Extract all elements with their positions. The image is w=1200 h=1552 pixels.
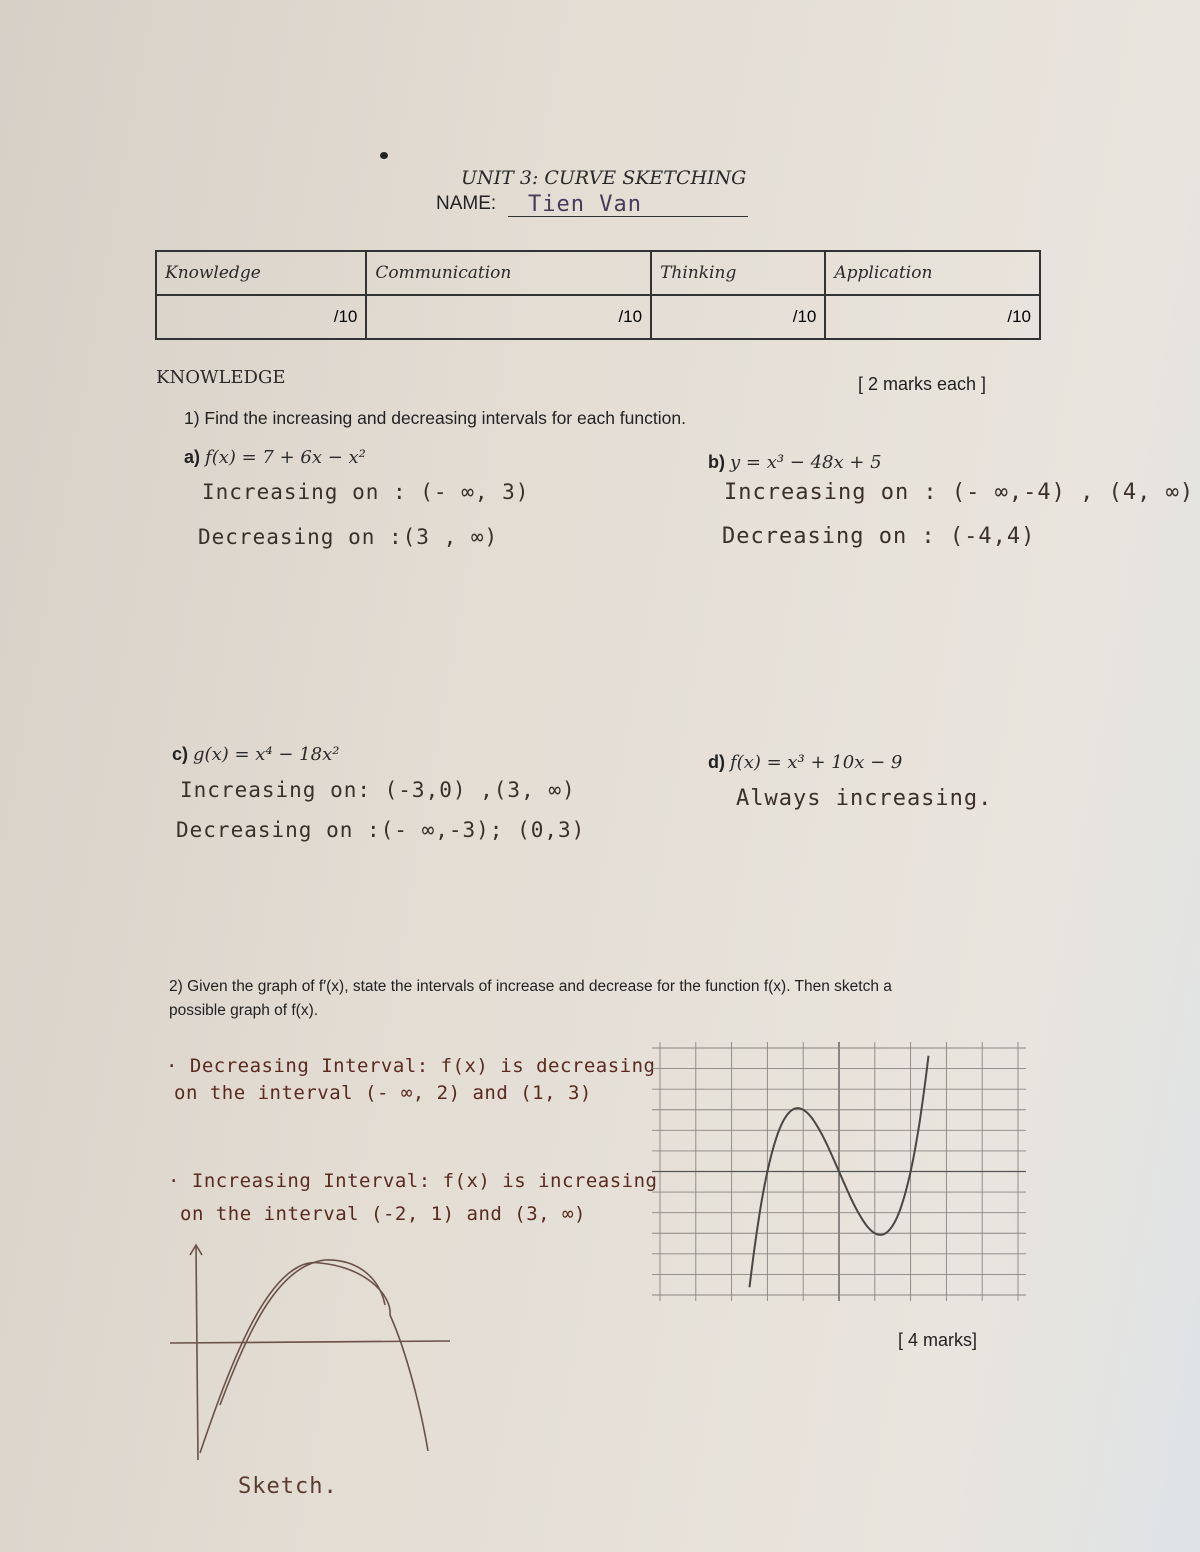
increasing-interval-line2: on the interval (-2, 1) and (3, ∞) [180, 1203, 586, 1225]
sketch-label: Sketch. [238, 1474, 338, 1499]
part-d-function: d) f(x) = x³ + 10x − 9 [708, 752, 902, 773]
rubric-application: Application [824, 250, 1041, 296]
part-label: d) [708, 752, 725, 772]
score-application: /10 [824, 294, 1041, 340]
function-text: f(x) = 7 + 6x − x² [205, 447, 366, 468]
part-b-decreasing: Decreasing on : (-4,4) [722, 524, 1036, 549]
part-d-answer: Always increasing. [736, 786, 993, 811]
part-label: c) [172, 744, 189, 764]
rubric-communication: Communication [365, 250, 653, 296]
ink-dot [380, 152, 388, 159]
marks-note: [ 2 marks each ] [858, 374, 987, 394]
question-1: 1) Find the increasing and decreasing in… [184, 408, 686, 428]
part-c-increasing: Increasing on: (-3,0) ,(3, ∞) [180, 778, 576, 802]
rubric-table: Knowledge Communication Thinking Applica… [154, 250, 1041, 340]
score-communication: /10 [365, 294, 653, 340]
score-knowledge: /10 [154, 294, 368, 340]
function-text: f(x) = x³ + 10x − 9 [730, 752, 903, 773]
part-b-increasing: Increasing on : (- ∞,-4) , (4, ∞) [724, 480, 1195, 505]
derivative-graph [652, 1042, 1026, 1301]
score-thinking: /10 [650, 294, 827, 340]
part-label: a) [184, 447, 201, 467]
increasing-interval-line1: · Increasing Interval: f(x) is increasin… [168, 1170, 658, 1192]
function-text: g(x) = x⁴ − 18x² [193, 744, 340, 765]
decreasing-interval-line1: · Decreasing Interval: f(x) is decreasin… [166, 1055, 656, 1077]
question-2-line1: 2) Given the graph of f′(x), state the i… [169, 978, 892, 995]
name-underline [508, 216, 748, 217]
decreasing-interval-line2: on the interval (- ∞, 2) and (1, 3) [174, 1082, 592, 1104]
rubric-thinking: Thinking [650, 250, 827, 296]
part-c-function: c) g(x) = x⁴ − 18x² [172, 744, 339, 765]
sketch-y-axis [195, 1246, 199, 1461]
sketch-curve-retrace [219, 1259, 386, 1406]
function-text: y = x³ − 48x + 5 [730, 452, 882, 473]
student-sketch [169, 1243, 451, 1461]
rubric-knowledge: Knowledge [154, 250, 368, 296]
sketch-arrow-icon [189, 1243, 203, 1256]
part-a-increasing: Increasing on : (- ∞, 3) [202, 480, 530, 504]
student-name: Tien Van [528, 192, 642, 217]
section-heading: KNOWLEDGE [156, 367, 286, 388]
part-label: b) [708, 452, 725, 472]
derivative-curve [748, 1055, 930, 1288]
name-label: NAME: [436, 193, 497, 214]
part-a-decreasing: Decreasing on :(3 , ∞) [198, 525, 499, 549]
sketch-x-axis [169, 1340, 451, 1344]
part-b-function: b) y = x³ − 48x + 5 [708, 452, 882, 473]
page-title: UNIT 3: CURVE SKETCHING [461, 167, 747, 189]
q2-marks: [ 4 marks] [898, 1330, 978, 1350]
part-c-decreasing: Decreasing on :(- ∞,-3); (0,3) [176, 818, 586, 842]
sketch-curve [199, 1261, 429, 1454]
part-a-function: a) f(x) = 7 + 6x − x² [184, 447, 366, 468]
question-2-line2: possible graph of f(x). [169, 1002, 319, 1019]
